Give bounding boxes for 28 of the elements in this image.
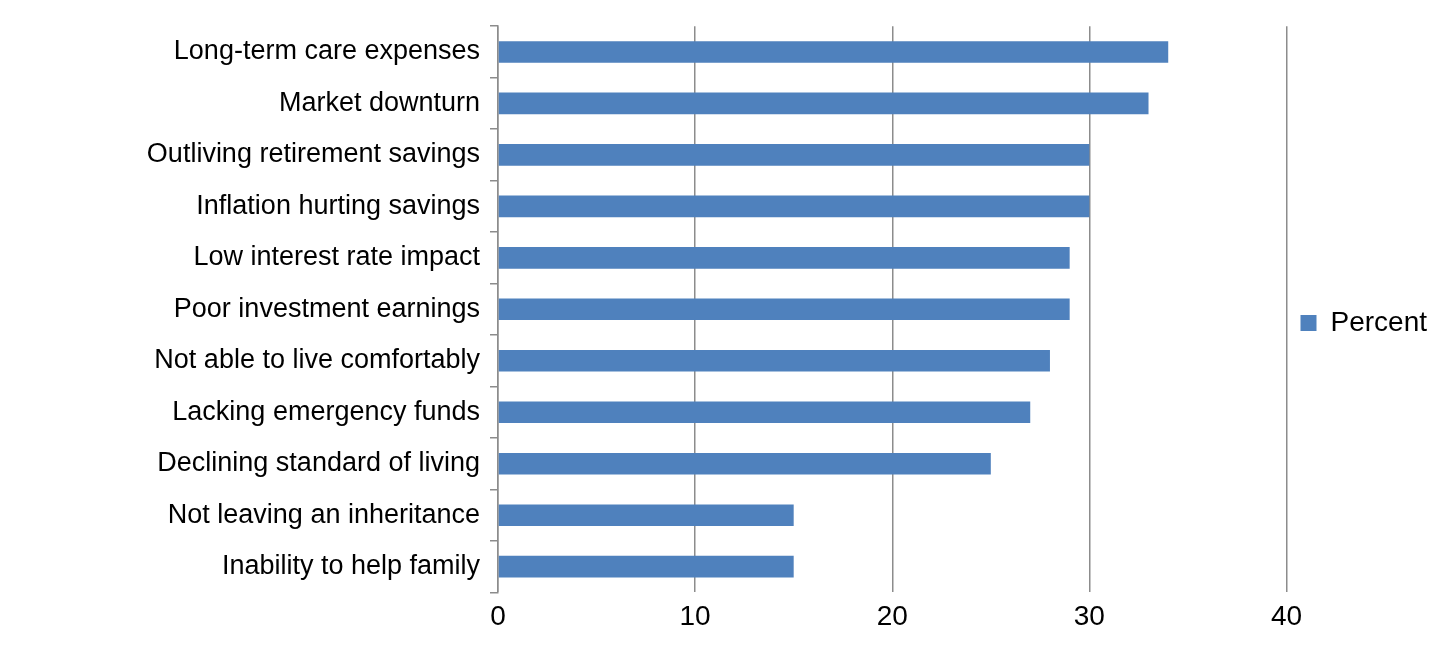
y-tick-label: Long-term care expenses: [173, 35, 480, 66]
x-tick-label: 10: [679, 599, 711, 631]
bar: [498, 247, 1070, 269]
x-tick-label: 20: [876, 599, 908, 631]
bar: [498, 401, 1031, 424]
bar: [498, 41, 1169, 63]
x-tick-label: 40: [1270, 599, 1303, 631]
bar: [498, 298, 1070, 321]
y-tick-label: Low interest rate impact: [193, 241, 481, 272]
y-tick-label: Not leaving an inheritance: [167, 498, 480, 529]
bar: [498, 92, 1149, 115]
bar: [498, 555, 794, 578]
bar: [498, 349, 1050, 372]
y-tick-label: Market downturn: [278, 86, 480, 117]
bar: [498, 144, 1090, 166]
legend-label: Percent: [1330, 305, 1428, 337]
x-tick-label: 30: [1073, 599, 1105, 631]
y-tick-label: Poor investment earnings: [173, 292, 480, 323]
y-tick-label: Declining standard of living: [157, 447, 480, 478]
bar: [498, 452, 991, 475]
y-tick-label: Inability to help family: [221, 550, 481, 581]
bar: [498, 195, 1090, 218]
y-tick-label: Not able to live comfortably: [154, 344, 481, 375]
bar: [498, 504, 794, 526]
x-tick-label: 0: [490, 599, 506, 631]
y-tick-label: Lacking emergency funds: [172, 395, 480, 426]
y-tick-label: Inflation hurting savings: [196, 189, 480, 220]
y-tick-label: Outliving retirement savings: [146, 138, 480, 169]
